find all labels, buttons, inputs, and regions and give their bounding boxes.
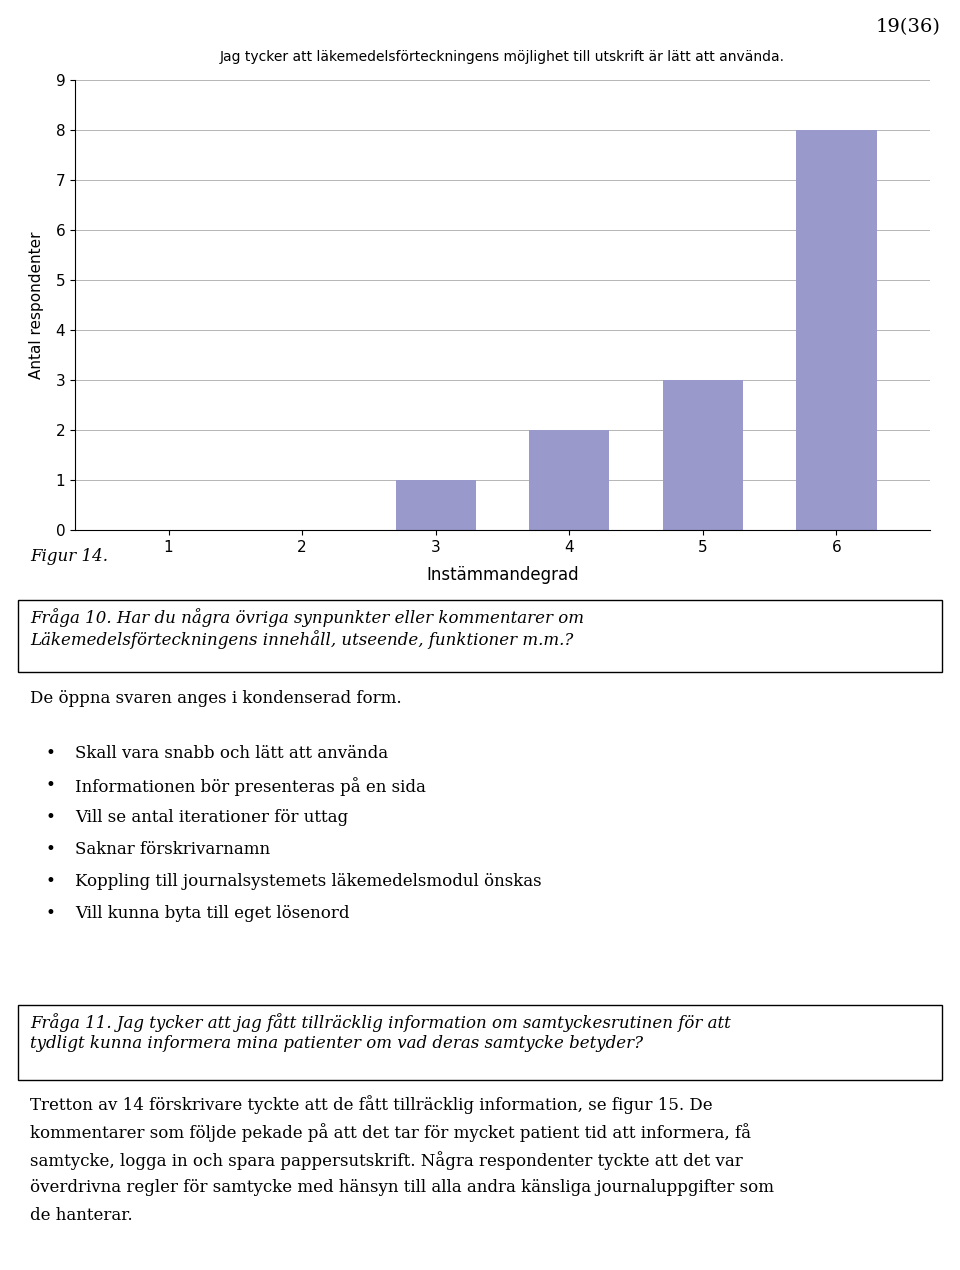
- Bar: [529, 431, 610, 530]
- Text: Fråga 10. Har du några övriga synpunkter eller kommentarer om: Fråga 10. Har du några övriga synpunkter…: [30, 608, 584, 627]
- Text: Vill kunna byta till eget lösenord: Vill kunna byta till eget lösenord: [75, 906, 349, 922]
- Text: de hanterar.: de hanterar.: [30, 1206, 132, 1224]
- X-axis label: Instämmandegrad: Instämmandegrad: [426, 566, 579, 584]
- Text: tydligt kunna informera mina patienter om vad deras samtycke betyder?: tydligt kunna informera mina patienter o…: [30, 1035, 643, 1052]
- Text: Saknar förskrivarnamn: Saknar förskrivarnamn: [75, 841, 270, 859]
- Text: överdrivna regler för samtycke med hänsyn till alla andra känsliga journaluppgif: överdrivna regler för samtycke med hänsy…: [30, 1179, 774, 1196]
- Text: •: •: [45, 841, 55, 859]
- Text: Tretton av 14 förskrivare tyckte att de fått tillräcklig information, se figur 1: Tretton av 14 förskrivare tyckte att de …: [30, 1095, 712, 1114]
- Text: Läkemedelsförteckningens innehåll, utseende, funktioner m.m.?: Läkemedelsförteckningens innehåll, utsee…: [30, 630, 573, 649]
- Text: 19(36): 19(36): [876, 18, 940, 36]
- Bar: [662, 380, 743, 530]
- Text: Skall vara snabb och lätt att använda: Skall vara snabb och lätt att använda: [75, 745, 388, 762]
- Bar: [797, 130, 876, 530]
- Bar: [396, 480, 476, 530]
- Text: Fråga 11. Jag tycker att jag fått tillräcklig information om samtyckesrutinen fö: Fråga 11. Jag tycker att jag fått tillrä…: [30, 1013, 731, 1033]
- Text: •: •: [45, 872, 55, 890]
- Text: kommentarer som följde pekade på att det tar för mycket patient tid att informer: kommentarer som följde pekade på att det…: [30, 1123, 751, 1142]
- Text: Figur 14.: Figur 14.: [30, 547, 108, 565]
- Title: Jag tycker att läkemedelsförteckningens möjlighet till utskrift är lätt att anvä: Jag tycker att läkemedelsförteckningens …: [220, 50, 785, 64]
- Y-axis label: Antal respondenter: Antal respondenter: [30, 231, 44, 378]
- Text: Koppling till journalsystemets läkemedelsmodul önskas: Koppling till journalsystemets läkemedel…: [75, 872, 541, 890]
- Text: •: •: [45, 906, 55, 922]
- Text: •: •: [45, 809, 55, 826]
- Text: samtycke, logga in och spara pappersutskrift. Några respondenter tyckte att det : samtycke, logga in och spara pappersutsk…: [30, 1151, 743, 1170]
- Text: De öppna svaren anges i kondenserad form.: De öppna svaren anges i kondenserad form…: [30, 690, 401, 707]
- Text: Informationen bör presenteras på en sida: Informationen bör presenteras på en sida: [75, 777, 426, 796]
- Text: Vill se antal iterationer för uttag: Vill se antal iterationer för uttag: [75, 809, 348, 826]
- Text: •: •: [45, 745, 55, 762]
- Text: •: •: [45, 777, 55, 794]
